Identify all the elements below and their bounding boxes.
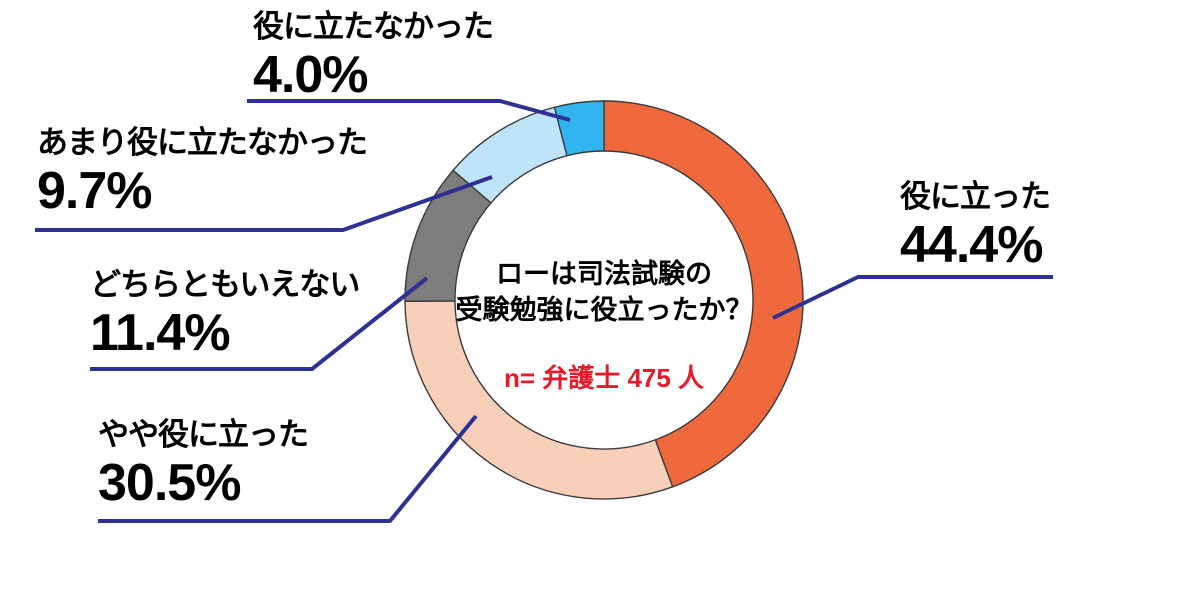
donut-center-text: ローは司法試験の 受験勉強に役立ったか？ n= 弁護士 475 人 bbox=[404, 256, 804, 395]
chart-title-line-2: 受験勉強に役立ったか？ bbox=[455, 295, 753, 325]
callout-not-very-useful-label: あまり役に立たなかった bbox=[37, 125, 368, 160]
leader-line-3 bbox=[35, 175, 493, 232]
leader-line-1 bbox=[98, 414, 478, 523]
callout-not-very-useful-value: 9.7% bbox=[37, 162, 153, 220]
chart-title-line-1: ローは司法試験の bbox=[496, 259, 712, 289]
callout-somewhat-useful-label: やや役に立った bbox=[98, 417, 309, 452]
callout-useful-label: 役に立った bbox=[900, 179, 1051, 214]
callout-useful: 役に立った 44.4% bbox=[900, 176, 1051, 274]
callout-neither-value: 11.4% bbox=[90, 304, 231, 362]
leader-line-2 bbox=[90, 276, 429, 371]
callout-not-useful: 役に立たなかった 4.0% bbox=[253, 6, 494, 104]
callout-neither: どちらともいえない 11.4% bbox=[90, 264, 360, 362]
callout-somewhat-useful-value: 30.5% bbox=[98, 454, 241, 512]
callout-useful-value: 44.4% bbox=[900, 216, 1043, 274]
callout-somewhat-useful: やや役に立った 30.5% bbox=[98, 414, 309, 512]
callout-not-useful-value: 4.0% bbox=[253, 46, 369, 104]
leader-line-4 bbox=[247, 99, 571, 122]
callout-not-very-useful: あまり役に立たなかった 9.7% bbox=[37, 122, 368, 220]
sample-size-note: n= 弁護士 475 人 bbox=[503, 363, 705, 393]
leader-line-0 bbox=[772, 275, 1053, 320]
donut-segment-4 bbox=[553, 100, 605, 157]
callout-not-useful-label: 役に立たなかった bbox=[253, 9, 494, 44]
donut-segment-0 bbox=[603, 100, 804, 488]
callout-neither-label: どちらともいえない bbox=[90, 267, 360, 302]
